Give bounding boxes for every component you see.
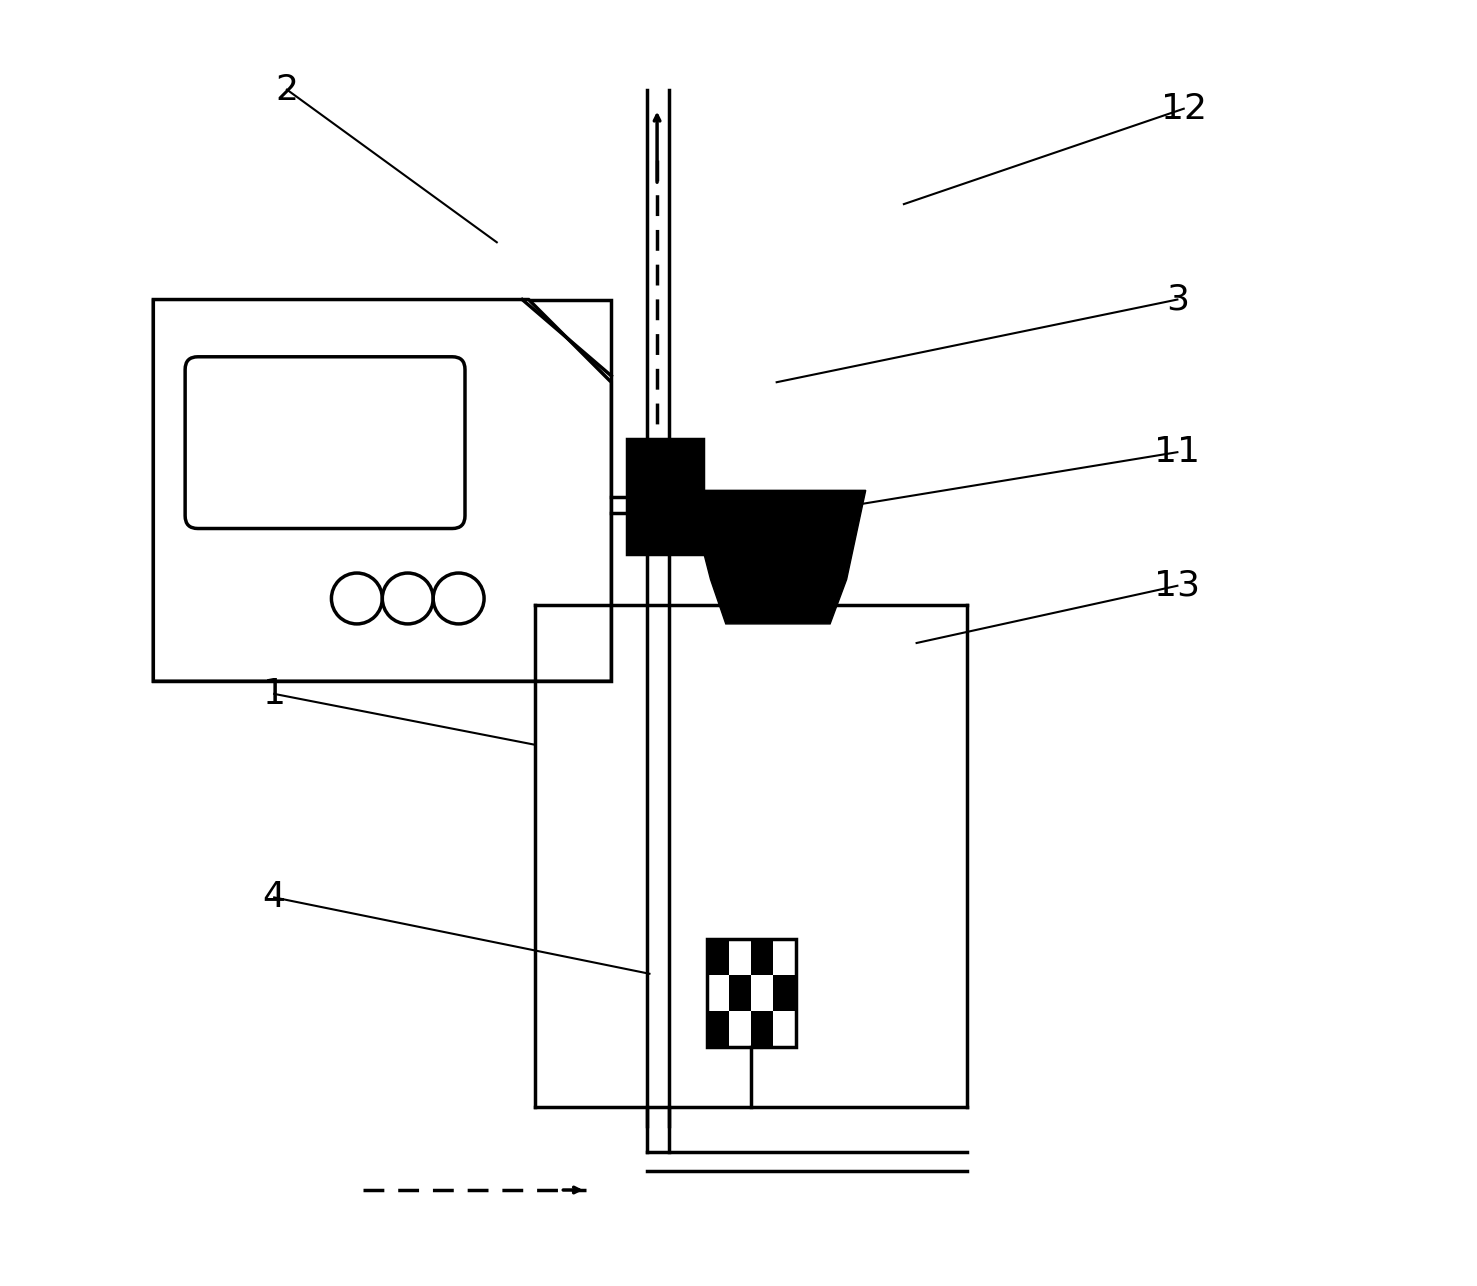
Polygon shape [688, 490, 866, 624]
Bar [752, 1011, 774, 1047]
FancyBboxPatch shape [185, 356, 465, 529]
Text: 4: 4 [263, 881, 285, 914]
Text: 3: 3 [1165, 283, 1189, 316]
Bar [154, 300, 611, 682]
Text: 2: 2 [275, 72, 298, 107]
Bar [706, 1011, 730, 1047]
Polygon shape [154, 300, 611, 682]
Bar [730, 975, 752, 1011]
Bar [706, 939, 730, 975]
Text: 12: 12 [1161, 91, 1207, 126]
Text: 1: 1 [263, 676, 285, 711]
Bar [774, 975, 796, 1011]
Bar [706, 939, 796, 1047]
Text: 11: 11 [1155, 435, 1201, 469]
Bar [752, 939, 774, 975]
Text: 13: 13 [1155, 568, 1201, 603]
Bar [626, 440, 703, 554]
